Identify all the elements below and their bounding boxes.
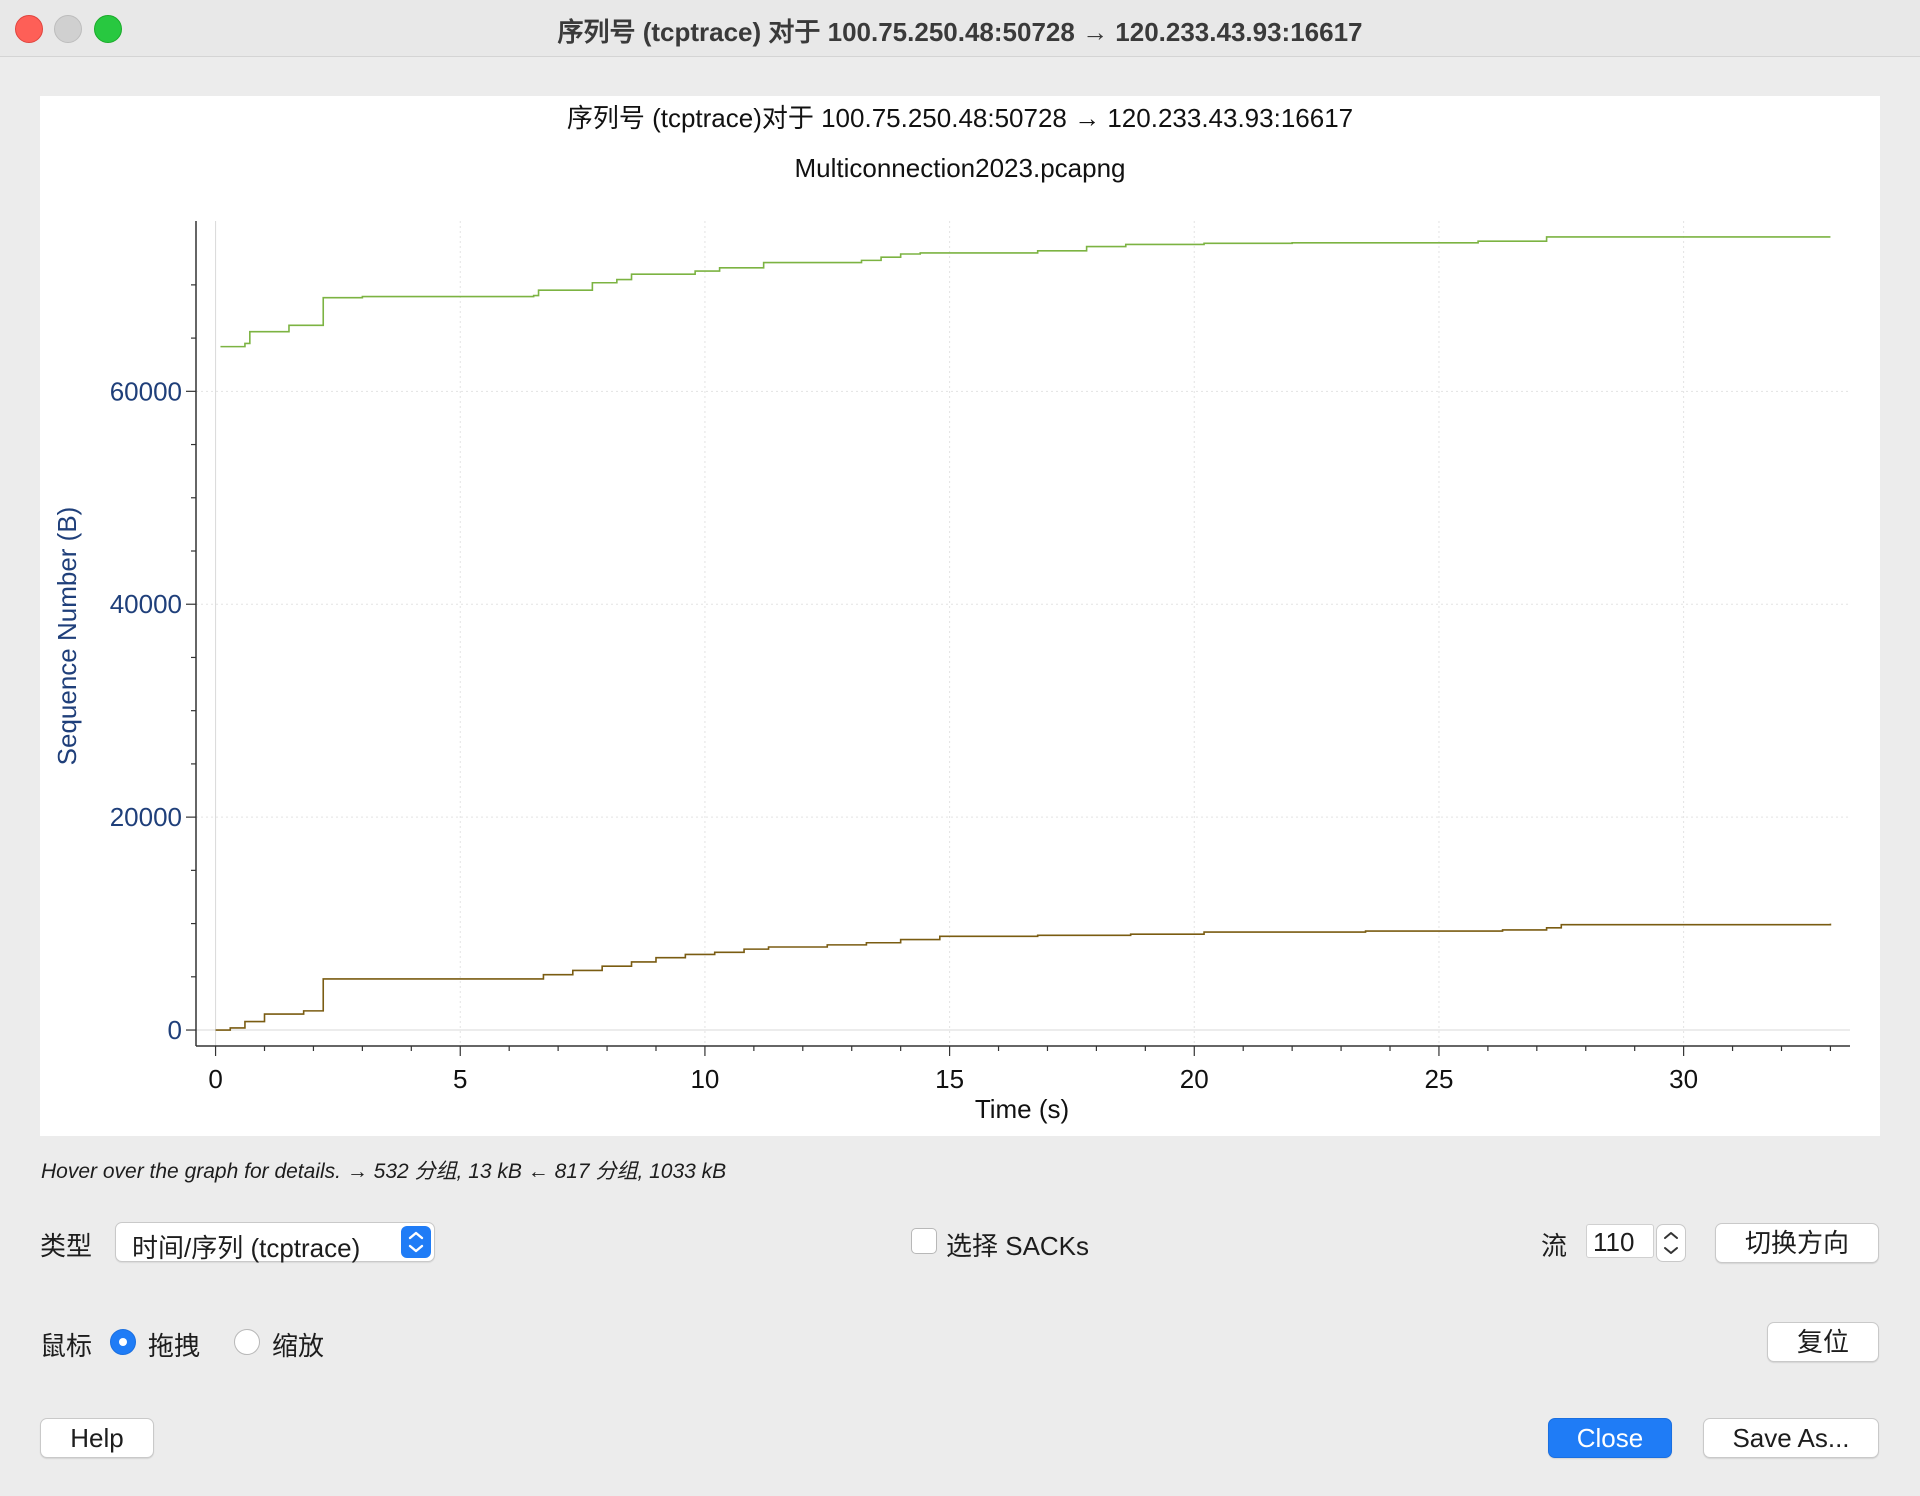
zoom-radio-label: 缩放 — [272, 1331, 325, 1361]
mouse-label: 鼠标 — [40, 1331, 93, 1361]
window-title: 序列号 (tcptrace) 对于 100.75.250.48:50728 → … — [557, 17, 1363, 47]
drag-radio[interactable] — [110, 1329, 136, 1355]
graph-subtitle: Multiconnection2023.pcapng — [794, 153, 1125, 183]
x-tick-label: 0 — [208, 1064, 222, 1094]
y-tick-label: 0 — [168, 1015, 182, 1045]
y-axis-label: Sequence Number (B) — [52, 507, 82, 766]
x-axis-label: Time (s) — [975, 1094, 1069, 1124]
x-tick-label: 10 — [690, 1064, 719, 1094]
stepper-arrows-icon — [1664, 1232, 1678, 1254]
window-minimize-icon[interactable] — [54, 15, 82, 43]
x-tick-label: 15 — [935, 1064, 964, 1094]
x-tick-label: 30 — [1669, 1064, 1698, 1094]
sequence-graph[interactable]: 序列号 (tcptrace)对于 100.75.250.48:50728 → 1… — [40, 96, 1880, 1136]
select-sacks-checkbox[interactable] — [911, 1228, 937, 1254]
graph-title: 序列号 (tcptrace)对于 100.75.250.48:50728 → 1… — [567, 103, 1353, 133]
x-tick-label: 5 — [453, 1064, 467, 1094]
window-maximize-icon[interactable] — [94, 15, 122, 43]
select-sacks-label: 选择 SACKs — [946, 1231, 1090, 1261]
x-tick-label: 25 — [1424, 1064, 1453, 1094]
series-group — [215, 236, 1832, 1031]
y-tick-label: 40000 — [110, 589, 182, 619]
select-chevrons-icon[interactable] — [401, 1226, 431, 1258]
graph-type-select[interactable]: 时间/序列 (tcptrace) — [115, 1222, 435, 1263]
type-label: 类型 — [40, 1231, 93, 1261]
switch-direction-button[interactable]: 切换方向 — [1715, 1223, 1879, 1263]
y-tick-label: 20000 — [110, 802, 182, 832]
stream-label: 流 — [1541, 1231, 1568, 1261]
title-bar: 序列号 (tcptrace) 对于 100.75.250.48:50728 → … — [0, 0, 1920, 57]
window-close-icon[interactable] — [15, 15, 43, 43]
stream-stepper[interactable] — [1656, 1224, 1686, 1262]
axis-ticks: 0 5 10 15 20 25 30 0 20000 40000 60000 — [110, 284, 1832, 1094]
graph-type-value: 时间/序列 (tcptrace) — [132, 1233, 361, 1263]
stream-number-input[interactable]: 110 — [1586, 1224, 1654, 1258]
save-as-button[interactable]: Save As... — [1703, 1418, 1879, 1458]
graph-panel[interactable]: 序列号 (tcptrace)对于 100.75.250.48:50728 → 1… — [40, 96, 1880, 1136]
zoom-radio[interactable] — [234, 1329, 260, 1355]
grid-lines — [196, 221, 1850, 1046]
hover-hint: Hover over the graph for details. → 532 … — [41, 1160, 727, 1183]
y-tick-label: 60000 — [110, 376, 182, 406]
sequence-line — [215, 923, 1832, 1031]
axes — [195, 221, 1850, 1047]
drag-radio-label: 拖拽 — [148, 1331, 201, 1361]
reset-button[interactable]: 复位 — [1767, 1322, 1879, 1362]
help-button[interactable]: Help — [40, 1418, 154, 1458]
close-button[interactable]: Close — [1548, 1418, 1672, 1458]
receive-window-line — [220, 236, 1831, 348]
x-tick-label: 20 — [1180, 1064, 1209, 1094]
